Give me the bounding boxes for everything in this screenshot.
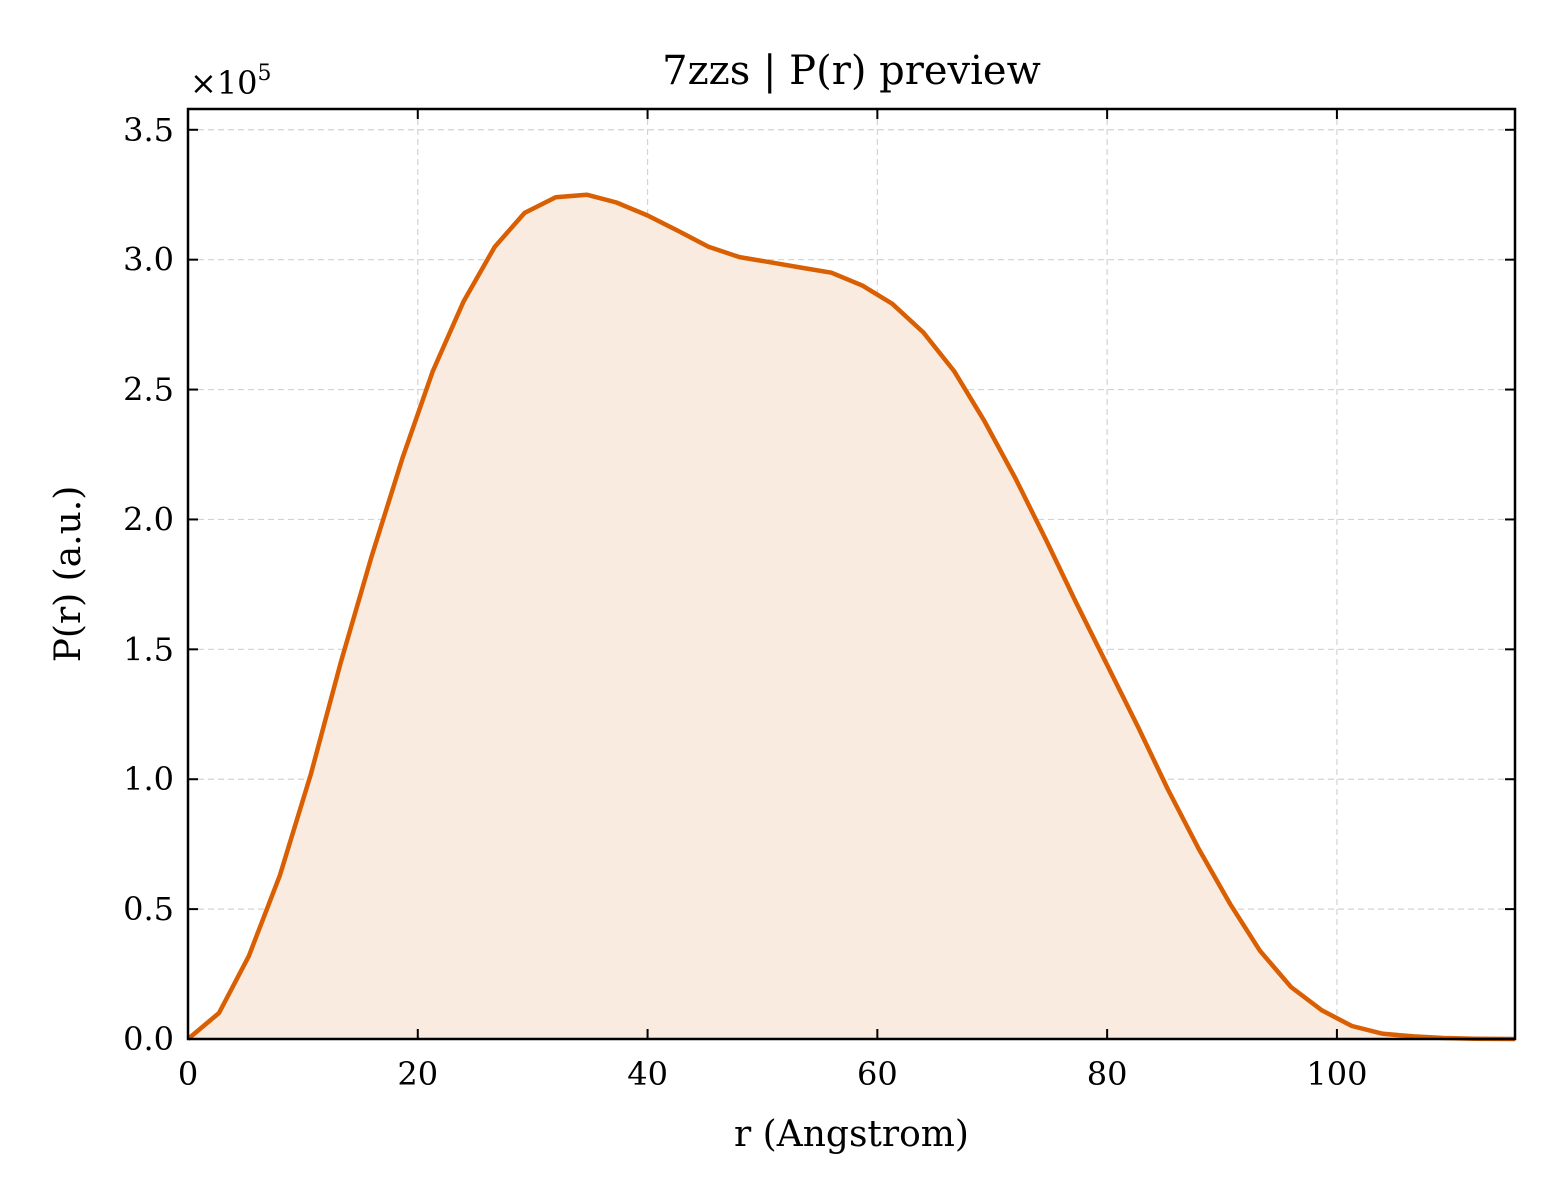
pr-area-fill [188, 194, 1515, 1039]
y-tick-label: 2.0 [123, 500, 174, 538]
x-tick-label: 60 [857, 1055, 898, 1093]
x-tick-label: 40 [627, 1055, 668, 1093]
x-tick-label: 20 [397, 1055, 438, 1093]
axis-ticks: 0 20 40 60 80 100 0.0 0.5 1.0 1.5 2.0 2.5 3.0 3.5 [123, 109, 1515, 1093]
y-tick-label: 1.0 [123, 760, 174, 798]
y-tick-label: 0.5 [123, 890, 174, 928]
x-tick-label: 100 [1306, 1055, 1367, 1093]
y-tick-label: 2.5 [123, 371, 174, 409]
y-axis-label: P(r) (a.u.) [48, 486, 89, 663]
x-tick-label: 0 [178, 1055, 198, 1093]
y-offset-prefix: ×10 [190, 64, 258, 102]
y-tick-label: 3.0 [123, 241, 174, 279]
x-tick-label: 80 [1087, 1055, 1128, 1093]
y-tick-label: 0.0 [123, 1020, 174, 1058]
plot-frame [186, 107, 1517, 1041]
y-axis-offset-label: ×105 [190, 61, 272, 102]
y-offset-exponent: 5 [258, 61, 272, 86]
x-axis-label: r (Angstrom) [734, 1114, 969, 1155]
chart-title: 7zzs | P(r) preview [662, 48, 1041, 94]
y-tick-label: 3.5 [123, 111, 174, 149]
pr-series-line [186, 192, 1516, 1042]
y-tick-label: 1.5 [123, 630, 174, 668]
